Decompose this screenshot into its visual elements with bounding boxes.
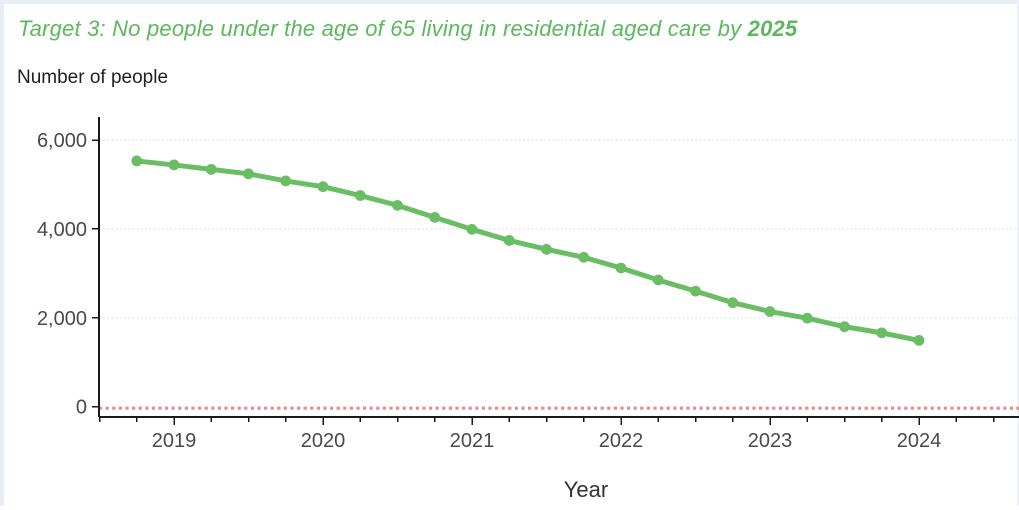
- chart-title: Target 3: No people under the age of 65 …: [18, 16, 797, 42]
- data-point[interactable]: [615, 262, 627, 274]
- y-tick-label: 6,000: [37, 130, 87, 152]
- data-point[interactable]: [503, 235, 515, 246]
- data-point[interactable]: [541, 243, 552, 255]
- x-tick-label: 2022: [599, 430, 644, 452]
- data-point[interactable]: [727, 297, 739, 309]
- data-point[interactable]: [131, 155, 143, 167]
- data-point[interactable]: [652, 274, 664, 286]
- data-point[interactable]: [913, 335, 925, 346]
- y-tick-label: 0: [76, 397, 87, 419]
- x-tick-label: 2020: [301, 430, 346, 452]
- data-point[interactable]: [354, 190, 366, 201]
- data-point[interactable]: [801, 312, 813, 324]
- y-tick-label: 4,000: [37, 219, 87, 241]
- line-chart-plot[interactable]: 0 2,000 4,000 6,000 2019 2020 2021 2022 2023 2024: [4, 4, 1019, 510]
- data-point[interactable]: [429, 211, 441, 223]
- data-point[interactable]: [839, 321, 850, 333]
- data-line: [134, 158, 922, 343]
- data-point[interactable]: [392, 199, 403, 211]
- data-point[interactable]: [317, 181, 329, 193]
- data-point[interactable]: [876, 327, 888, 339]
- x-tick-label: 2023: [748, 430, 793, 452]
- data-point[interactable]: [690, 285, 701, 297]
- y-tick-label: 2,000: [37, 308, 87, 330]
- x-tick-label: 2024: [897, 430, 942, 452]
- x-axis-title: Year: [563, 477, 609, 502]
- chart-title-year: 2025: [747, 16, 798, 41]
- data-point[interactable]: [764, 306, 776, 317]
- data-point[interactable]: [243, 168, 254, 180]
- data-point[interactable]: [578, 251, 590, 263]
- x-tick-label: 2021: [450, 430, 495, 452]
- y-axis-title: Number of people: [17, 67, 169, 88]
- x-tick-label: 2019: [152, 430, 197, 452]
- data-point[interactable]: [466, 223, 478, 235]
- data-point[interactable]: [205, 163, 217, 175]
- data-point[interactable]: [168, 159, 180, 171]
- data-point[interactable]: [280, 175, 292, 187]
- chart-title-text: Target 3: No people under the age of 65 …: [18, 16, 748, 41]
